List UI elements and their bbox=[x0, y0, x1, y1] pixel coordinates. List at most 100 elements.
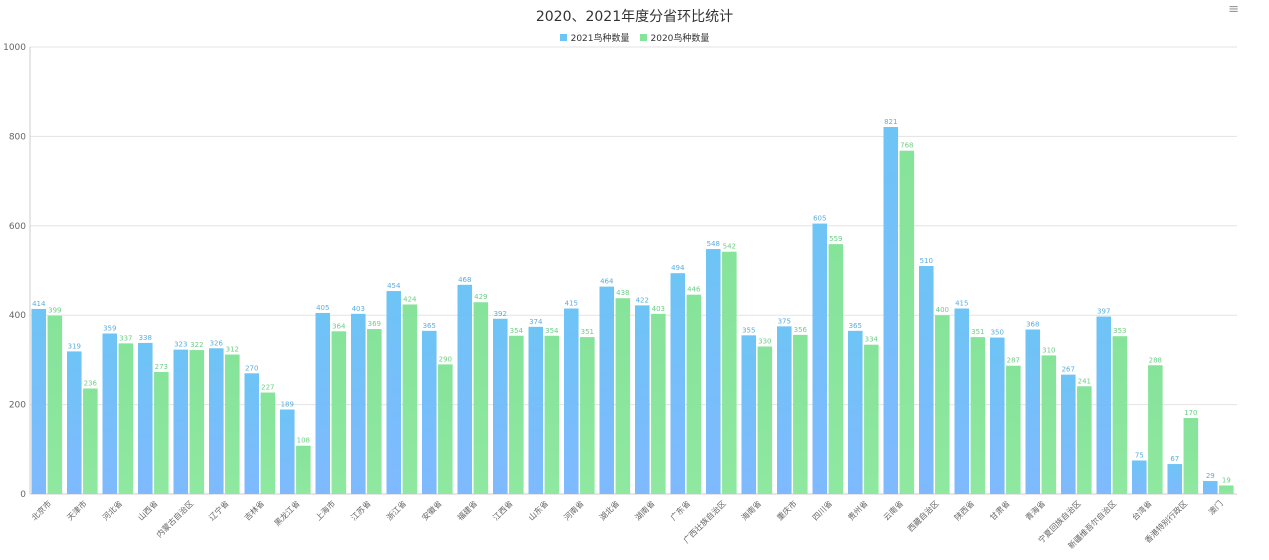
bar-2020 bbox=[1219, 485, 1234, 494]
x-tick-label: 上海市 bbox=[313, 498, 337, 522]
bar-2021 bbox=[102, 333, 118, 494]
data-label: 270 bbox=[245, 364, 258, 372]
bar-2021 bbox=[812, 223, 828, 494]
bar-2020 bbox=[118, 343, 134, 494]
x-tick-label: 吉林省 bbox=[242, 498, 266, 522]
bar-2021 bbox=[67, 351, 82, 494]
data-label: 446 bbox=[687, 286, 701, 294]
x-tick-label: 江西省 bbox=[491, 498, 515, 522]
data-label: 464 bbox=[600, 278, 614, 286]
bar-2020 bbox=[828, 244, 844, 494]
data-label: 768 bbox=[900, 142, 913, 150]
bar-2020 bbox=[296, 445, 311, 494]
data-label: 290 bbox=[439, 355, 452, 363]
data-label: 288 bbox=[1149, 356, 1162, 364]
bar-2021 bbox=[457, 284, 473, 494]
y-tick-label: 0 bbox=[20, 490, 26, 500]
x-tick-label: 青海省 bbox=[1023, 498, 1047, 522]
bar-2020 bbox=[402, 304, 418, 494]
bar-2021 bbox=[706, 249, 721, 494]
data-label: 267 bbox=[1062, 366, 1075, 374]
data-label: 399 bbox=[48, 307, 61, 315]
x-tick-label: 四川省 bbox=[810, 498, 834, 522]
data-label: 351 bbox=[581, 328, 594, 336]
x-tick-label: 广东省 bbox=[668, 498, 692, 522]
bar-2020 bbox=[793, 334, 808, 494]
data-label: 415 bbox=[565, 299, 578, 307]
x-tick-label: 陕西省 bbox=[952, 498, 976, 522]
data-label: 236 bbox=[84, 380, 98, 388]
data-label: 368 bbox=[1026, 321, 1039, 329]
data-label: 542 bbox=[723, 243, 736, 251]
data-label: 821 bbox=[884, 118, 897, 126]
x-tick-label: 河北省 bbox=[100, 498, 124, 522]
data-label: 365 bbox=[849, 322, 862, 330]
data-label: 323 bbox=[174, 341, 187, 349]
bar-2020 bbox=[189, 350, 205, 494]
data-label: 354 bbox=[510, 327, 524, 335]
data-label: 392 bbox=[494, 310, 507, 318]
data-label: 559 bbox=[829, 235, 842, 243]
bar-2021 bbox=[1025, 329, 1041, 494]
x-tick-label: 湖南省 bbox=[633, 498, 657, 522]
data-label: 322 bbox=[190, 341, 203, 349]
data-label: 351 bbox=[971, 328, 984, 336]
x-tick-label: 浙江省 bbox=[384, 498, 408, 522]
bar-2020 bbox=[1041, 355, 1057, 494]
legend-item-2020[interactable]: 2020鸟种数量 bbox=[639, 31, 709, 44]
bar-2020 bbox=[260, 392, 276, 494]
bar-2021 bbox=[528, 326, 544, 494]
data-label: 330 bbox=[758, 337, 771, 345]
bar-2020 bbox=[1112, 336, 1128, 494]
legend-label-2021: 2021鸟种数量 bbox=[570, 34, 630, 44]
chart-legend: 2021鸟种数量 2020鸟种数量 bbox=[0, 31, 1269, 44]
bar-2021 bbox=[635, 305, 650, 494]
data-label: 29 bbox=[1206, 472, 1215, 480]
data-label: 353 bbox=[1113, 327, 1126, 335]
x-tick-label: 江苏省 bbox=[349, 498, 373, 522]
bar-2021 bbox=[990, 337, 1005, 494]
bar-2020 bbox=[580, 337, 595, 494]
x-tick-label: 台湾省 bbox=[1130, 498, 1154, 522]
hamburger-menu-icon[interactable]: ≡ bbox=[1228, 2, 1239, 17]
bar-2020 bbox=[509, 335, 524, 494]
bar-2020 bbox=[1077, 386, 1092, 494]
data-label: 67 bbox=[1170, 455, 1179, 463]
bar-2021 bbox=[1132, 460, 1147, 494]
bar-2021 bbox=[280, 409, 295, 494]
bar-2020 bbox=[331, 331, 347, 494]
data-label: 356 bbox=[794, 326, 808, 334]
x-tick-label: 天津市 bbox=[65, 498, 89, 522]
legend-item-2021[interactable]: 2021鸟种数量 bbox=[559, 31, 630, 44]
y-tick-label: 600 bbox=[9, 222, 26, 232]
data-label: 438 bbox=[616, 289, 629, 297]
x-tick-label: 山东省 bbox=[526, 498, 550, 522]
bar-2020 bbox=[935, 315, 950, 494]
x-tick-label: 北京市 bbox=[29, 498, 53, 522]
x-tick-label: 贵州省 bbox=[846, 498, 870, 522]
x-tick-label: 辽宁省 bbox=[207, 498, 231, 522]
data-label: 310 bbox=[1042, 346, 1055, 354]
data-label: 170 bbox=[1184, 409, 1197, 417]
data-label: 374 bbox=[529, 318, 543, 326]
data-label: 548 bbox=[707, 240, 720, 248]
chart-title: 2020、2021年度分省环比统计 bbox=[535, 9, 734, 25]
data-label: 355 bbox=[742, 326, 755, 334]
data-label: 273 bbox=[155, 363, 168, 371]
data-label: 397 bbox=[1097, 308, 1110, 316]
data-label: 468 bbox=[458, 276, 471, 284]
data-label: 241 bbox=[1078, 377, 1091, 385]
bar-2020 bbox=[651, 313, 666, 494]
bar-2021 bbox=[1203, 481, 1218, 494]
bar-2020 bbox=[1006, 365, 1021, 494]
x-tick-label: 山西省 bbox=[136, 498, 160, 522]
y-tick-label: 200 bbox=[9, 401, 26, 411]
legend-swatch-2020 bbox=[639, 34, 647, 41]
bar-2021 bbox=[138, 342, 153, 494]
data-label: 75 bbox=[1135, 451, 1144, 459]
bar-2020 bbox=[1183, 418, 1199, 494]
data-label: 227 bbox=[261, 384, 274, 392]
data-label: 287 bbox=[1007, 357, 1020, 365]
data-label: 422 bbox=[636, 296, 649, 304]
